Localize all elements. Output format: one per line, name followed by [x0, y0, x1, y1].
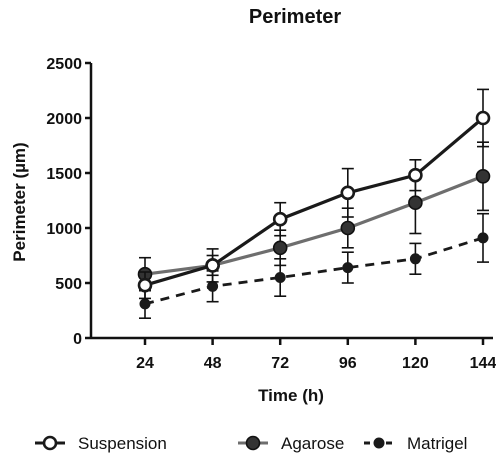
data-point	[272, 211, 288, 227]
legend: Suspension Agarose Matrigel	[35, 434, 467, 453]
data-point	[475, 110, 491, 126]
x-tick-label: 120	[402, 355, 429, 372]
series-matrigel	[139, 212, 489, 320]
y-axis-label: Perimeter (µm)	[10, 142, 29, 261]
legend-item-matrigel: Matrigel	[364, 434, 467, 453]
data-point	[272, 240, 288, 256]
data-point	[340, 185, 356, 201]
y-tick-label: 2500	[46, 56, 82, 73]
y-tick-label: 0	[73, 331, 82, 348]
x-tick-label: 48	[204, 355, 222, 372]
data-point	[340, 220, 356, 236]
legend-label: Agarose	[281, 434, 344, 453]
data-point	[477, 232, 489, 244]
y-tick-label: 2000	[46, 111, 82, 128]
data-point	[205, 258, 220, 273]
x-axis-label: Time (h)	[258, 386, 324, 405]
x-tick-label: 72	[271, 355, 289, 372]
axes: 0 500 1000 1500 2000 2500 24 48 72 96 120 144	[46, 56, 496, 372]
legend-item-agarose: Agarose	[238, 434, 344, 453]
data-point	[408, 167, 423, 183]
y-tick-label: 500	[55, 276, 82, 293]
legend-label: Suspension	[78, 434, 167, 453]
series-line	[144, 174, 484, 276]
data-point	[274, 272, 286, 283]
data-point	[139, 298, 151, 310]
legend-marker	[245, 435, 261, 451]
x-tick-label: 144	[470, 355, 496, 372]
y-tick-label: 1000	[46, 221, 82, 238]
data-point	[475, 169, 491, 184]
legend-item-suspension: Suspension	[35, 434, 167, 453]
plot-area	[137, 88, 491, 320]
series-agarose	[137, 141, 491, 292]
series-line	[144, 116, 485, 287]
y-tick-label: 1500	[46, 166, 82, 183]
x-tick-label: 96	[339, 355, 357, 372]
data-point	[409, 253, 421, 265]
legend-marker	[42, 435, 58, 451]
data-point	[408, 195, 423, 210]
x-tick-label: 24	[136, 355, 154, 372]
data-point	[137, 277, 153, 293]
legend-marker	[373, 437, 385, 449]
chart-title: Perimeter	[249, 6, 341, 28]
legend-label: Matrigel	[407, 434, 467, 453]
series-suspension	[137, 88, 491, 300]
data-point	[207, 280, 219, 292]
data-point	[342, 262, 354, 274]
